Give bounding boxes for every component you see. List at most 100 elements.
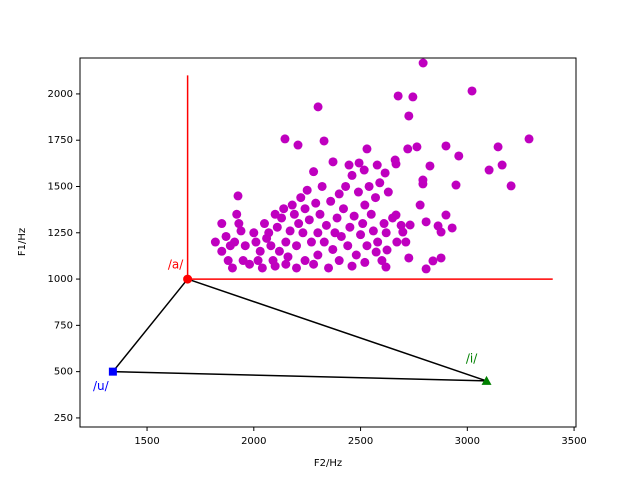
- point: [381, 262, 391, 272]
- point: [227, 263, 237, 273]
- point: [408, 92, 418, 102]
- point: [428, 256, 438, 266]
- point: [319, 237, 329, 247]
- point: [412, 142, 422, 152]
- point: [364, 181, 374, 191]
- vowel-point: [183, 274, 193, 284]
- point: [484, 165, 494, 175]
- point: [230, 237, 240, 247]
- point: [372, 160, 382, 170]
- point: [264, 228, 274, 238]
- point: [436, 253, 446, 263]
- point: [217, 219, 227, 229]
- point: [257, 263, 267, 273]
- point: [391, 159, 401, 169]
- point: [321, 220, 331, 230]
- point: [298, 228, 308, 238]
- point: [377, 256, 387, 266]
- plot-frame: [79, 57, 577, 428]
- x-tick-label: 2000: [241, 436, 266, 447]
- point: [454, 151, 464, 161]
- point: [233, 191, 243, 201]
- point: [328, 157, 338, 167]
- point: [358, 219, 368, 229]
- point: [277, 213, 287, 223]
- x-tick-label: 3500: [561, 436, 586, 447]
- point: [300, 204, 310, 214]
- point: [309, 259, 319, 269]
- point: [351, 250, 361, 260]
- point: [292, 263, 302, 273]
- point: [302, 185, 312, 195]
- point: [401, 237, 411, 247]
- y-tick-label: 1000: [48, 274, 73, 285]
- point: [388, 213, 398, 223]
- y-tick-label: 1500: [48, 181, 73, 192]
- point: [280, 134, 290, 144]
- point: [506, 181, 516, 191]
- point: [283, 252, 293, 262]
- point: [338, 204, 348, 214]
- point: [356, 230, 366, 240]
- point: [379, 219, 389, 229]
- point: [383, 187, 393, 197]
- point: [497, 160, 507, 170]
- point: [300, 256, 310, 266]
- point: [315, 209, 325, 219]
- point: [217, 246, 227, 256]
- point: [362, 144, 372, 154]
- vowel-triangle: [111, 278, 487, 382]
- point: [294, 219, 304, 229]
- point: [249, 228, 259, 238]
- point: [313, 102, 323, 112]
- point: [421, 264, 431, 274]
- point: [368, 226, 378, 236]
- point: [306, 237, 316, 247]
- point: [382, 245, 392, 255]
- point: [436, 227, 446, 237]
- point: [371, 247, 381, 257]
- point: [274, 246, 284, 256]
- point: [421, 217, 431, 227]
- y-tick-label: 750: [54, 320, 73, 331]
- point: [324, 263, 334, 273]
- point: [396, 220, 406, 230]
- point: [221, 231, 231, 241]
- point: [259, 219, 269, 229]
- point: [418, 175, 428, 185]
- point: [345, 222, 355, 232]
- point: [493, 142, 503, 152]
- point: [281, 237, 291, 247]
- point: [344, 160, 354, 170]
- point: [210, 237, 220, 247]
- point: [255, 246, 265, 256]
- point: [441, 141, 451, 151]
- point: [360, 200, 370, 210]
- point: [334, 256, 344, 266]
- point: [234, 219, 244, 229]
- point: [236, 226, 246, 236]
- point: [405, 220, 415, 230]
- point: [285, 226, 295, 236]
- point: [375, 178, 385, 188]
- x-axis-label: F2/Hz: [314, 458, 342, 469]
- point: [354, 158, 364, 168]
- point: [304, 215, 314, 225]
- y-tick-label: 1750: [48, 135, 73, 146]
- point: [266, 241, 276, 251]
- point: [392, 237, 402, 247]
- y-tick-label: 250: [54, 413, 73, 424]
- point: [292, 241, 302, 251]
- point: [373, 237, 383, 247]
- point: [341, 181, 351, 191]
- point: [360, 257, 370, 267]
- vowel-label: /u/: [93, 379, 110, 393]
- point: [393, 91, 403, 101]
- point: [272, 222, 282, 232]
- point: [287, 200, 297, 210]
- point: [362, 241, 372, 251]
- point: [359, 165, 369, 175]
- point: [270, 261, 280, 271]
- y-tick-label: 2000: [48, 89, 73, 100]
- point: [313, 228, 323, 238]
